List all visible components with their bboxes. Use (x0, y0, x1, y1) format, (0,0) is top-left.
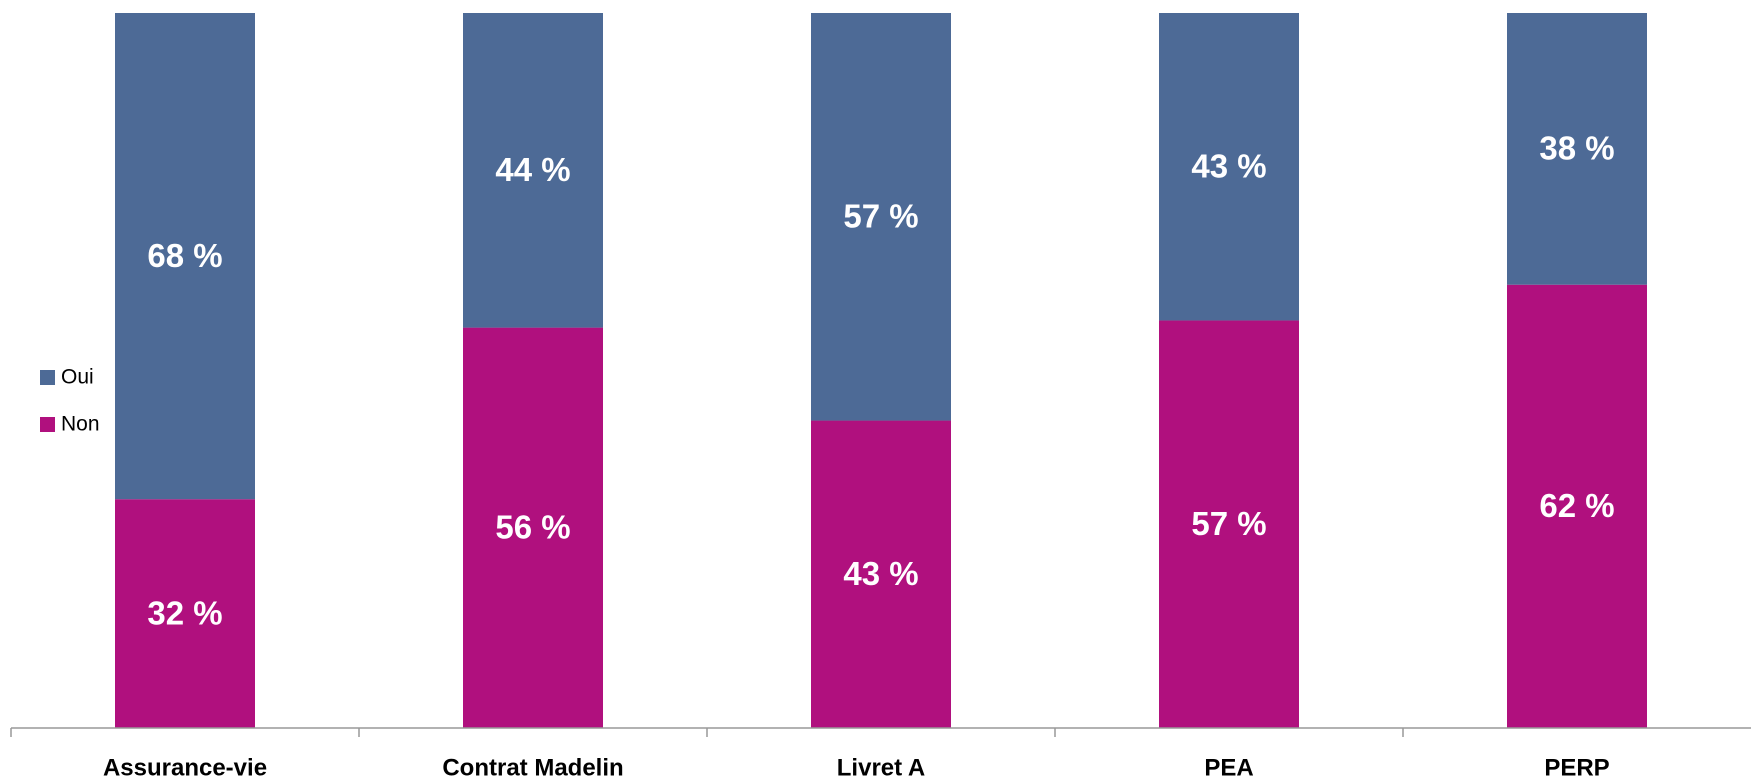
legend-label: Oui (61, 366, 94, 389)
data-label: 44 % (495, 151, 570, 188)
legend-swatch (40, 370, 55, 385)
data-label: 57 % (1191, 505, 1266, 542)
x-tick-label: Assurance-vie (103, 754, 267, 781)
bar-segment (811, 420, 951, 728)
bar-segment (463, 13, 603, 328)
data-label: 68 % (147, 237, 222, 274)
bar-segment (811, 13, 951, 421)
legend-label: Non (61, 413, 100, 436)
bar-segment (463, 327, 603, 728)
data-label: 56 % (495, 509, 570, 546)
x-tick-label: PEA (1204, 754, 1253, 781)
x-tick-label: Livret A (837, 754, 925, 781)
data-label: 43 % (843, 555, 918, 592)
bar-segment (115, 499, 255, 728)
data-label: 43 % (1191, 147, 1266, 184)
x-tick-label: PERP (1544, 754, 1609, 781)
x-tick-label: Contrat Madelin (442, 754, 623, 781)
bar-segment (1159, 13, 1299, 321)
data-label: 38 % (1539, 130, 1614, 167)
data-label: 57 % (843, 197, 918, 234)
bar-segment (1507, 13, 1647, 285)
data-label: 32 % (147, 594, 222, 631)
legend-swatch (40, 417, 55, 432)
bar-segment (1159, 320, 1299, 728)
bar-segment (1507, 284, 1647, 728)
bar-segment (115, 13, 255, 500)
data-label: 62 % (1539, 487, 1614, 524)
